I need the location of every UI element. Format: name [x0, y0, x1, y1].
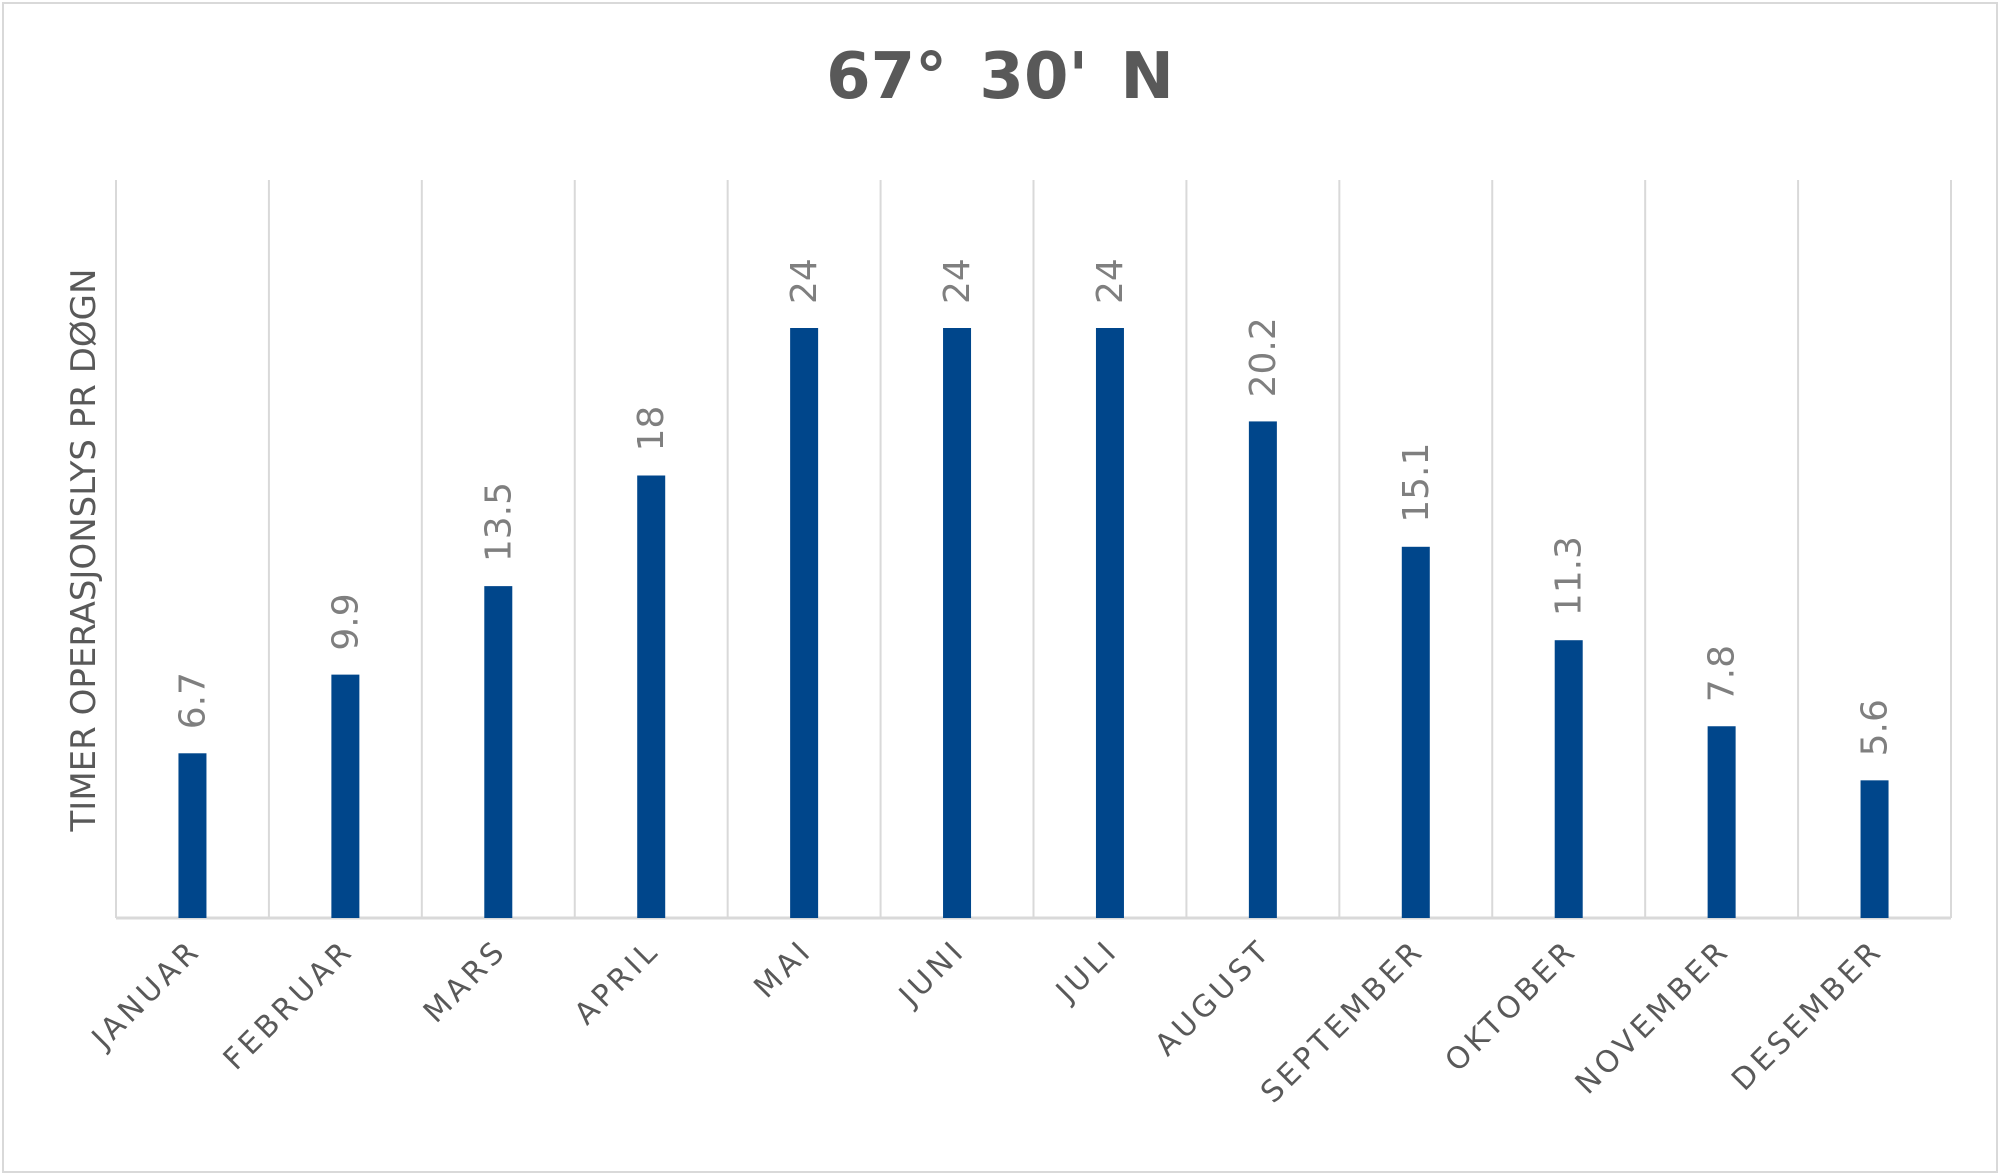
tick-label-desember: DESEMBER — [1725, 933, 1890, 1098]
bar-september — [1401, 546, 1430, 918]
tick-label-januar: JANUAR — [84, 933, 208, 1057]
data-label-november: 7.8 — [1702, 645, 1743, 702]
data-label-april: 18 — [631, 406, 672, 452]
data-label-januar: 6.7 — [172, 672, 213, 729]
bar-april — [637, 475, 666, 918]
bar-oktober — [1554, 640, 1583, 918]
tick-label-september: SEPTEMBER — [1254, 933, 1431, 1110]
tick-label-februar: FEBRUAR — [217, 933, 361, 1077]
tick-label-mai: MAI — [747, 933, 819, 1005]
tick-label-april: APRIL — [568, 933, 667, 1032]
y-axis-label: TIMER OPERASJONSLYS PR DØGN — [64, 269, 104, 833]
bar-februar — [331, 674, 360, 918]
bars — [178, 328, 1889, 918]
data-label-oktober: 11.3 — [1549, 536, 1590, 616]
chart-title: 67° 30' N — [826, 40, 1174, 114]
tick-label-november: NOVEMBER — [1569, 933, 1737, 1101]
tick-label-mars: MARS — [417, 933, 514, 1030]
data-label-juli: 24 — [1090, 258, 1131, 304]
tick-label-august: AUGUST — [1148, 933, 1278, 1063]
bar-juni — [943, 328, 972, 918]
data-label-februar: 9.9 — [325, 593, 366, 650]
data-label-mai: 24 — [784, 258, 825, 304]
grid-lines — [115, 180, 1952, 920]
bar-august — [1248, 421, 1277, 918]
bar-desember — [1860, 780, 1889, 918]
bar-juli — [1095, 328, 1124, 918]
data-labels: 6.7 9.9 13.5 18 24 24 24 20.2 15.1 11.3 7.8 5.6 — [172, 258, 1895, 756]
bar-mars — [484, 586, 513, 918]
data-label-mars: 13.5 — [478, 482, 519, 562]
data-label-desember: 5.6 — [1855, 699, 1896, 756]
tick-label-juni: JUNI — [891, 933, 972, 1014]
bar-januar — [178, 753, 207, 918]
data-label-september: 15.1 — [1396, 443, 1437, 523]
data-label-juni: 24 — [937, 258, 978, 304]
tick-label-juli: JULI — [1048, 933, 1125, 1010]
bar-november — [1707, 726, 1736, 918]
x-tick-labels: JANUAR FEBRUAR MARS APRIL MAI JUNI JULI AUGUSTS… — [84, 933, 1890, 1110]
bar-mai — [790, 328, 819, 918]
data-label-august: 20.2 — [1243, 317, 1284, 397]
tick-label-oktober: OKTOBER — [1439, 933, 1585, 1079]
